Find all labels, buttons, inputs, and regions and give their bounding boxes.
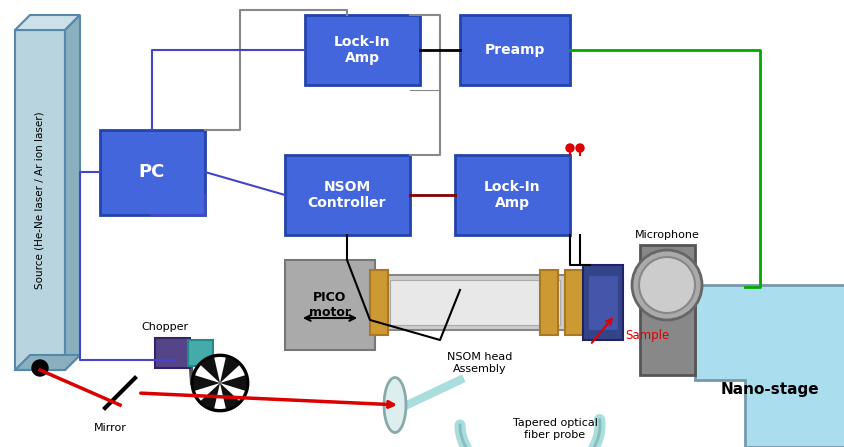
Bar — [15, 30, 65, 370]
Text: Lock-In
Amp: Lock-In Amp — [483, 180, 539, 210]
Polygon shape — [219, 383, 245, 401]
Text: Sample: Sample — [625, 329, 668, 342]
Text: Chopper: Chopper — [141, 322, 188, 332]
Text: NSOM head
Assembly: NSOM head Assembly — [446, 352, 512, 374]
Bar — [454, 155, 570, 235]
Bar — [100, 130, 205, 215]
Text: Microphone: Microphone — [634, 230, 699, 240]
Text: NSOM
Controller: NSOM Controller — [307, 180, 386, 210]
Polygon shape — [195, 365, 219, 383]
Circle shape — [576, 144, 583, 152]
Bar — [390, 280, 560, 325]
Bar — [539, 270, 557, 335]
Polygon shape — [65, 15, 80, 370]
Polygon shape — [214, 383, 225, 409]
Bar — [154, 338, 190, 368]
Polygon shape — [15, 355, 80, 370]
Polygon shape — [694, 285, 844, 447]
Bar — [187, 340, 213, 366]
Bar — [587, 275, 617, 330]
Bar — [284, 155, 409, 235]
Text: Nano-stage: Nano-stage — [720, 383, 819, 397]
Polygon shape — [192, 355, 247, 411]
Bar — [459, 15, 570, 85]
Bar — [370, 270, 387, 335]
Circle shape — [631, 250, 701, 320]
Polygon shape — [195, 383, 219, 401]
Text: Tapered optical
fiber probe: Tapered optical fiber probe — [512, 418, 597, 440]
Text: Preamp: Preamp — [484, 43, 544, 57]
Polygon shape — [219, 365, 245, 383]
Bar — [375, 275, 574, 330]
Text: Lock-In
Amp: Lock-In Amp — [333, 35, 390, 65]
Bar — [639, 245, 694, 375]
Circle shape — [32, 360, 48, 376]
Ellipse shape — [383, 378, 405, 433]
Bar — [284, 260, 375, 350]
Bar — [565, 270, 582, 335]
Text: PICO
motor: PICO motor — [309, 291, 350, 319]
Text: PC: PC — [138, 163, 165, 181]
Text: Source (He-Ne laser / Ar ion laser): Source (He-Ne laser / Ar ion laser) — [35, 111, 45, 289]
Bar — [582, 265, 622, 340]
Polygon shape — [214, 357, 225, 383]
Circle shape — [565, 144, 573, 152]
Polygon shape — [15, 15, 80, 30]
Circle shape — [638, 257, 694, 313]
Bar — [305, 15, 419, 85]
Text: Mirror: Mirror — [94, 423, 127, 433]
